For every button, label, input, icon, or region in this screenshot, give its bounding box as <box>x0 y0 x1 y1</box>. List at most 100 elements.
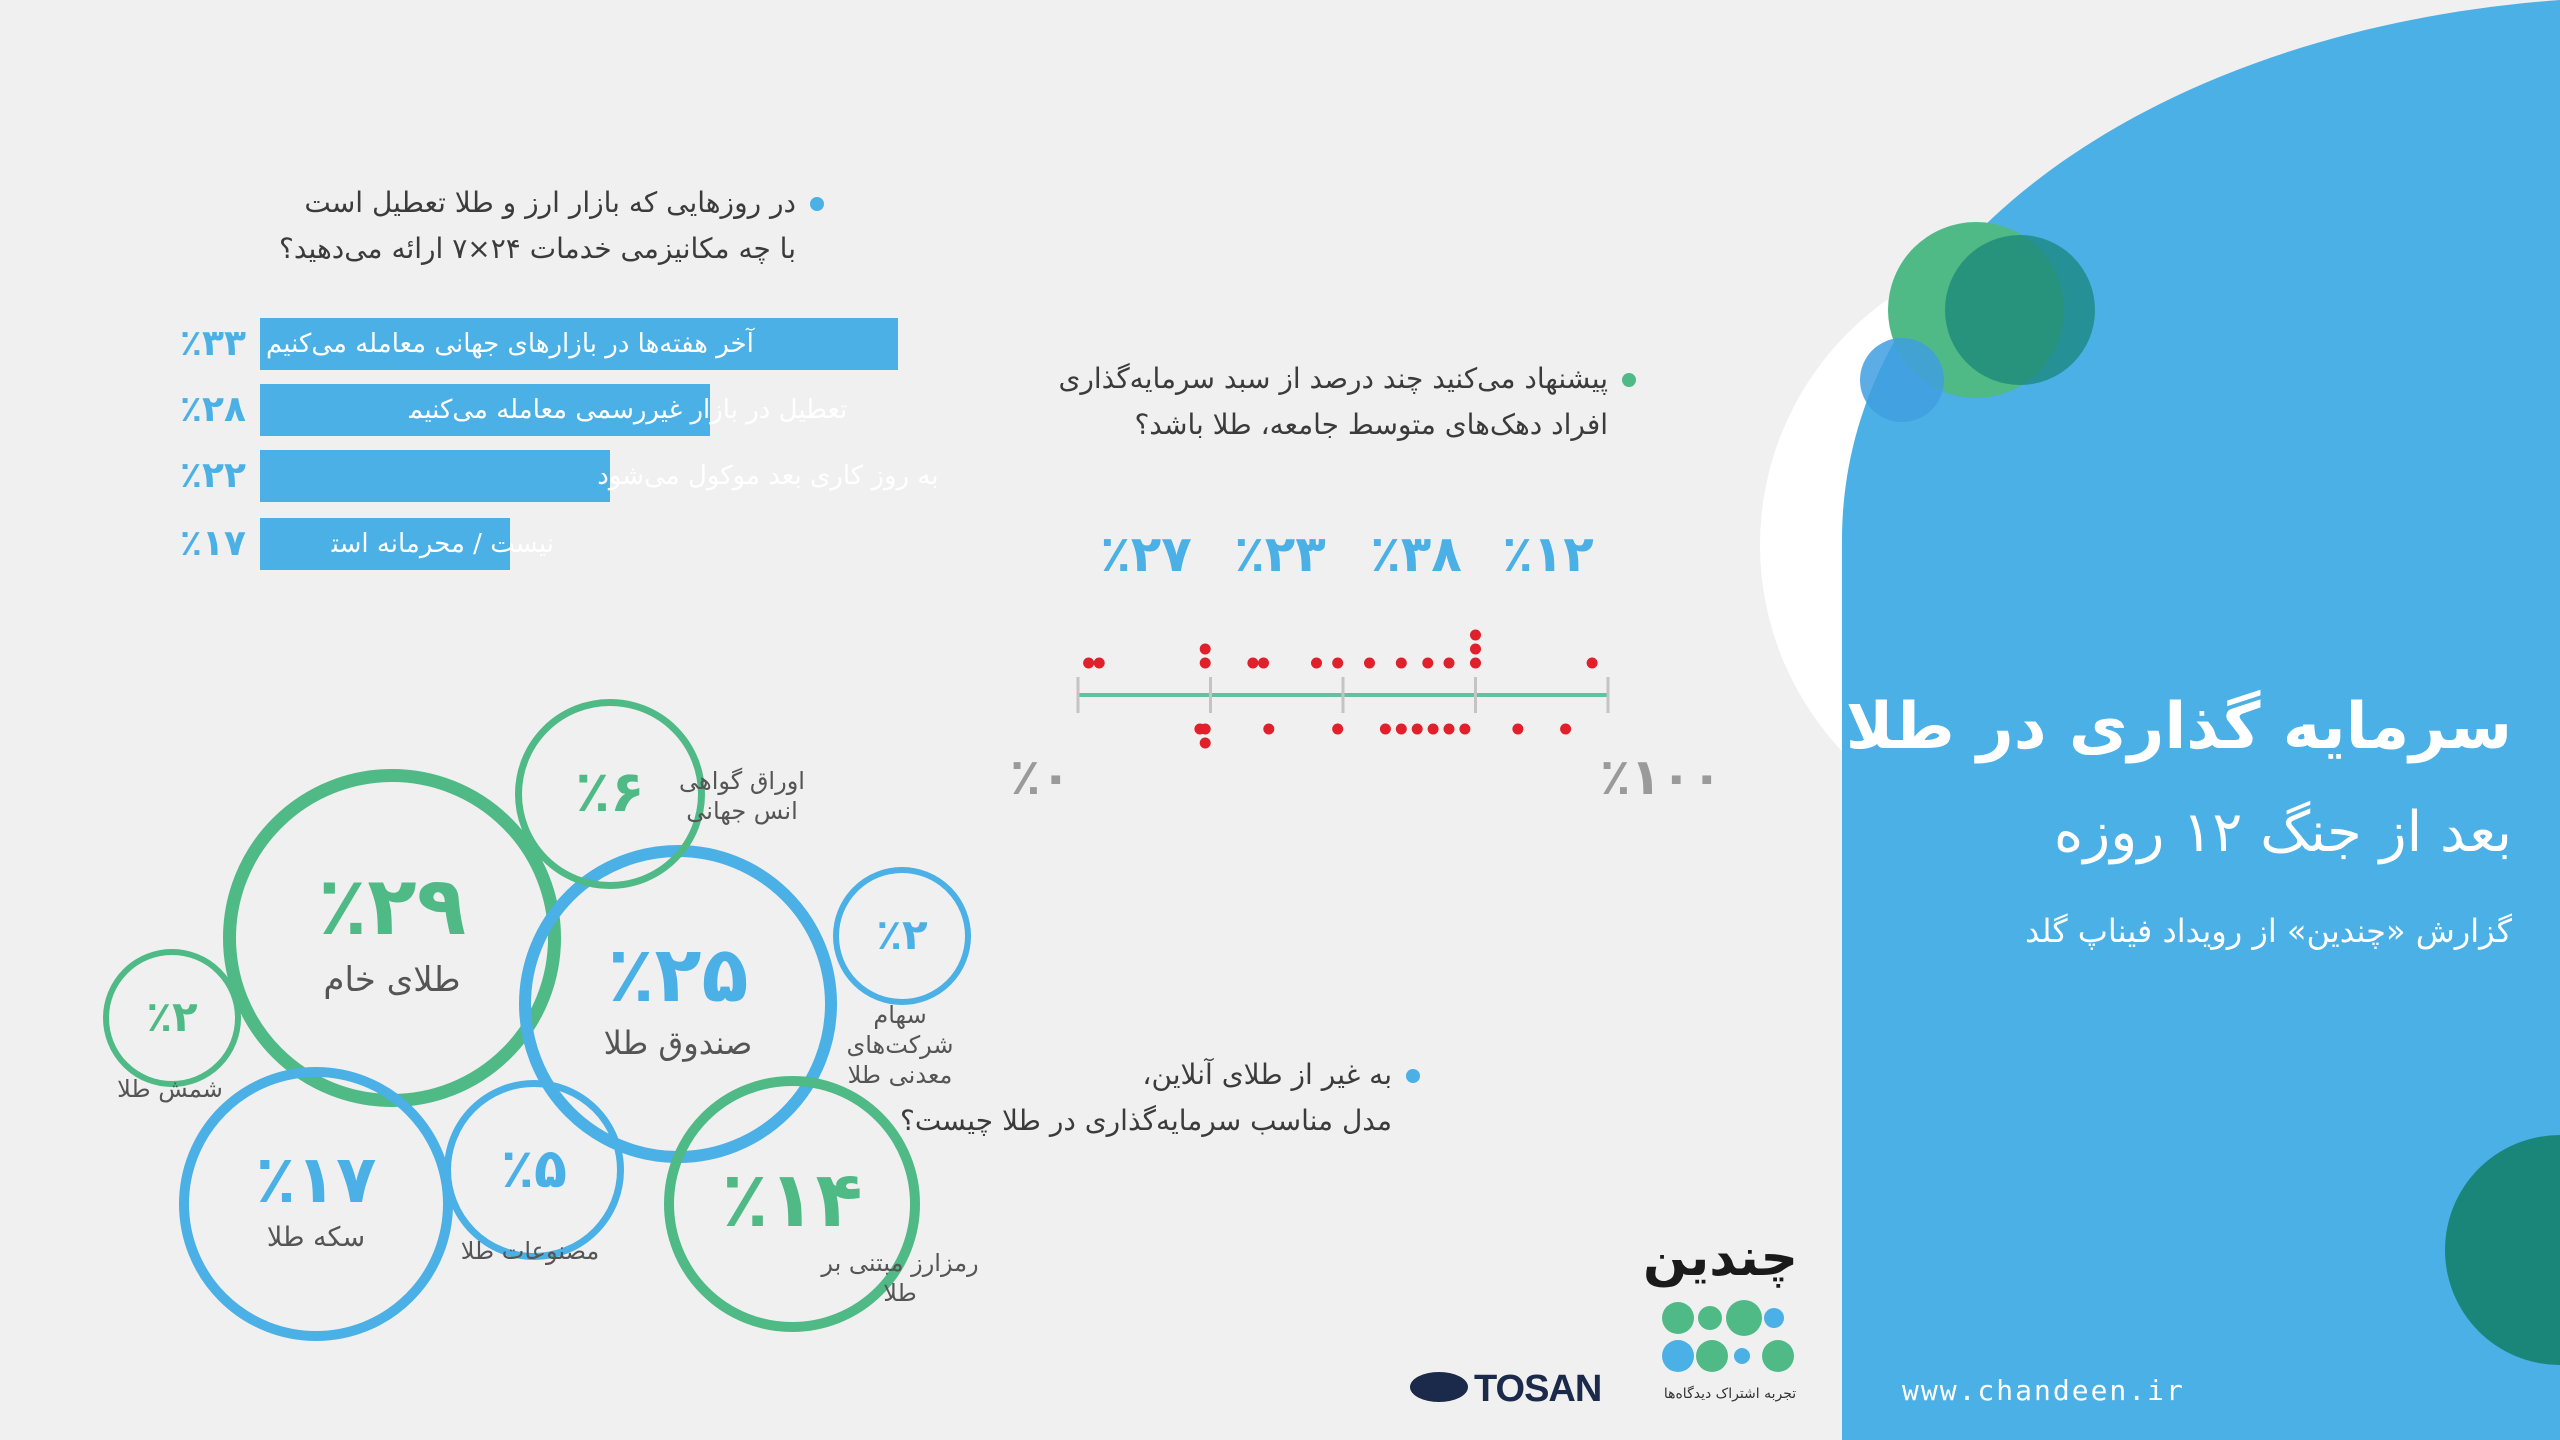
strip-point <box>1422 657 1434 669</box>
axis-min-label: ٪۰ <box>1010 748 1072 806</box>
bar-label-outside: معاملات ثبت می‌شوند و تسویه <box>266 461 598 491</box>
bubble-label: اوراق گواهی انس جهانی <box>679 767 805 825</box>
bar-label: آخر هفته‌ها در بازارهای جهانی معامله می‌… <box>170 318 950 370</box>
bubble-label: طلای خام <box>323 960 461 1001</box>
bubble-value: ٪۲۹ <box>317 860 467 955</box>
bar-fill <box>260 384 710 436</box>
bubble-label: صندوق طلا <box>603 1024 753 1063</box>
strip-point <box>1379 723 1391 735</box>
strip-point <box>1199 657 1211 669</box>
bar-label-outside: معلوم <box>266 529 332 559</box>
bar-label: نیست / محرمانه استمعلوم <box>170 518 950 570</box>
bubble-circle <box>178 1066 454 1342</box>
bar-percent: ٪۳۳ <box>180 323 246 364</box>
axis-max-label: ٪۱۰۰ <box>1600 748 1723 806</box>
strip-point <box>1083 657 1095 669</box>
bubble-value: ٪۱۴ <box>721 1156 863 1246</box>
strip-point <box>1199 737 1211 749</box>
question-3-line1: به غیر از طلای آنلاین، <box>1142 1058 1392 1091</box>
bullet-icon <box>810 197 824 211</box>
strip-point <box>1332 657 1344 669</box>
bar-row: تعطیل در بازار غیررسمی معامله می‌کنیمما … <box>170 384 950 436</box>
chandeen-tagline: تجربه اشتراک دیدگاه‌ها <box>1663 1386 1797 1402</box>
strip-point <box>1470 643 1481 655</box>
strip-point <box>1560 723 1572 735</box>
question-1: در روزهایی که بازار ارز و طلا تعطیل است … <box>279 180 824 272</box>
bubble-circle <box>102 948 242 1088</box>
strip-point <box>1512 723 1524 735</box>
strip-point <box>1332 723 1344 735</box>
strip-point <box>1586 657 1598 669</box>
bar-percent: ٪۱۷ <box>180 523 246 564</box>
bubble-circle <box>514 698 706 890</box>
chandeen-logo-dots <box>1662 1300 1794 1372</box>
bar-fill <box>260 518 510 570</box>
bubble-value: ٪۱۷ <box>255 1140 377 1218</box>
strip-point <box>1364 657 1375 669</box>
strip-point <box>1093 657 1105 669</box>
bubble-label: شمش طلا <box>117 1075 223 1103</box>
strip-point <box>1247 657 1259 669</box>
tosan-logo-mark <box>1410 1372 1468 1402</box>
bar-row: به روز کاری بعد موکول می‌شودمعاملات ثبت … <box>170 450 950 502</box>
bubble-value: ٪۶ <box>575 758 645 825</box>
question-2: پیشنهاد می‌کنید چند درصد از سبد سرمایه‌گ… <box>1058 356 1636 448</box>
bar-label-inside: به روز کاری بعد موکول می‌شود <box>597 461 939 491</box>
bar-label-inside: آخر هفته‌ها در بازارهای جهانی معامله می‌… <box>266 329 754 359</box>
strip-point <box>1470 629 1481 641</box>
subtitle: گزارش «چندین» از رویداد فیناپ گلد <box>2024 912 2512 950</box>
strip-point <box>1199 643 1211 655</box>
main-title: سرمایه گذاری در طلا <box>1845 690 2512 764</box>
tosan-logo: TOSAN <box>1474 1368 1602 1410</box>
bubble-circle <box>443 1079 625 1261</box>
bubble-value: ٪۲ <box>876 909 928 959</box>
question-3-line2: مدل مناسب سرمایه‌گذاری در طلا چیست؟ <box>899 1104 1392 1137</box>
question-1-line1: در روزهایی که بازار ارز و طلا تعطیل است <box>304 186 796 219</box>
strip-point <box>1411 723 1423 735</box>
teal-decor-overlap <box>1945 235 2095 385</box>
bubble-value: ٪۲ <box>146 991 198 1041</box>
bar-label: تعطیل در بازار غیررسمی معامله می‌کنیمما … <box>170 384 950 436</box>
bullet-icon <box>1622 373 1636 387</box>
strip-point <box>1459 723 1471 735</box>
bubble-value: ٪۵ <box>501 1136 567 1200</box>
bubble-circle <box>664 1076 920 1332</box>
strip-point <box>1443 657 1455 669</box>
strip-point <box>1427 723 1439 735</box>
website-url: www.chandeen.ir <box>1902 1374 2185 1407</box>
strip-plot <box>1076 629 1610 749</box>
question-2-line1: پیشنهاد می‌کنید چند درصد از سبد سرمایه‌گ… <box>1058 362 1608 395</box>
strip-point <box>1194 723 1206 735</box>
strip-point <box>1443 723 1455 735</box>
bin-share-label: ٪۳۸ <box>1370 525 1462 583</box>
bubble-circle <box>832 866 972 1006</box>
question-1-line2: با چه مکانیزمی خدمات ۲۴×۷ ارائه می‌دهید؟ <box>278 232 796 265</box>
bubble-label: سکه طلا <box>266 1222 366 1254</box>
bar-label-outside: ما در روزهای <box>266 395 410 425</box>
question-3: به غیر از طلای آنلاین، مدل مناسب سرمایه‌… <box>900 1052 1420 1144</box>
bullet-icon <box>1406 1069 1420 1083</box>
strip-point <box>1258 657 1269 669</box>
question-2-line2: افراد دهک‌های متوسط جامعه، طلا باشد؟ <box>1134 408 1608 441</box>
strip-point <box>1470 657 1481 669</box>
bar-label: به روز کاری بعد موکول می‌شودمعاملات ثبت … <box>170 450 950 502</box>
bar-label-inside: تعطیل در بازار غیررسمی معامله می‌کنیم <box>409 395 848 425</box>
bin-share-label: ٪۲۷ <box>1100 525 1192 583</box>
bar-percent: ٪۲۸ <box>180 389 246 430</box>
bar-row: نیست / محرمانه استمعلوم ٪۱۷ <box>170 518 950 570</box>
strip-point <box>1311 657 1322 669</box>
strip-point <box>1263 723 1275 735</box>
bar-percent: ٪۲۲ <box>180 455 246 496</box>
bubble-value: ٪۲۵ <box>607 930 749 1020</box>
bar-fill <box>260 450 610 502</box>
bar-row: آخر هفته‌ها در بازارهای جهانی معامله می‌… <box>170 318 950 370</box>
bar-label-inside: نیست / محرمانه است <box>331 529 555 559</box>
bin-share-label: ٪۱۲ <box>1502 525 1594 583</box>
bubble-label: سهام شرکت‌های معدنی طلا <box>846 1001 954 1089</box>
teal-corner-circle <box>2445 1135 2560 1365</box>
strip-point <box>1395 723 1407 735</box>
bar-fill <box>260 318 898 370</box>
main-title-line2: بعد از جنگ ۱۲ روزه <box>2053 800 2512 865</box>
strip-point <box>1395 657 1407 669</box>
